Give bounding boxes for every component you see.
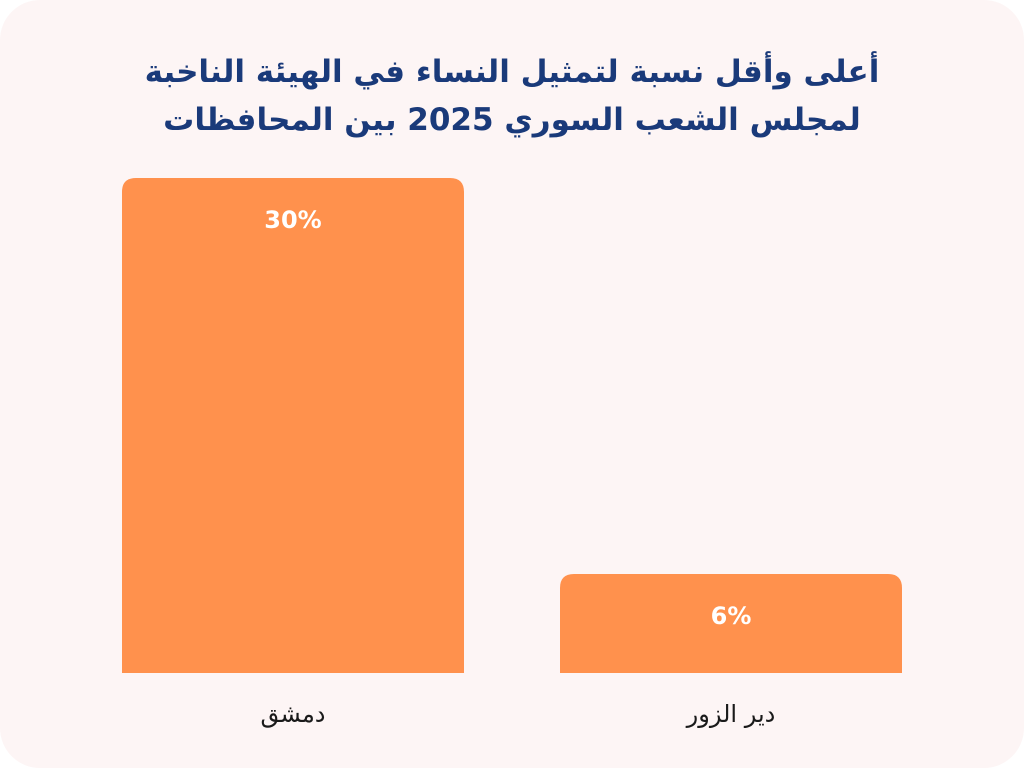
chart-title: أعلى وأقل نسبة لتمثيل النساء في الهيئة ا… [144,54,880,138]
category-label-1: دمشق [261,700,326,728]
bar-2 [560,574,902,673]
bar-value-label-2: 6% [711,602,752,630]
bar-value-label-1: 30% [264,206,321,234]
category-label-2: دير الزور [686,700,776,728]
bar-1 [122,178,464,673]
